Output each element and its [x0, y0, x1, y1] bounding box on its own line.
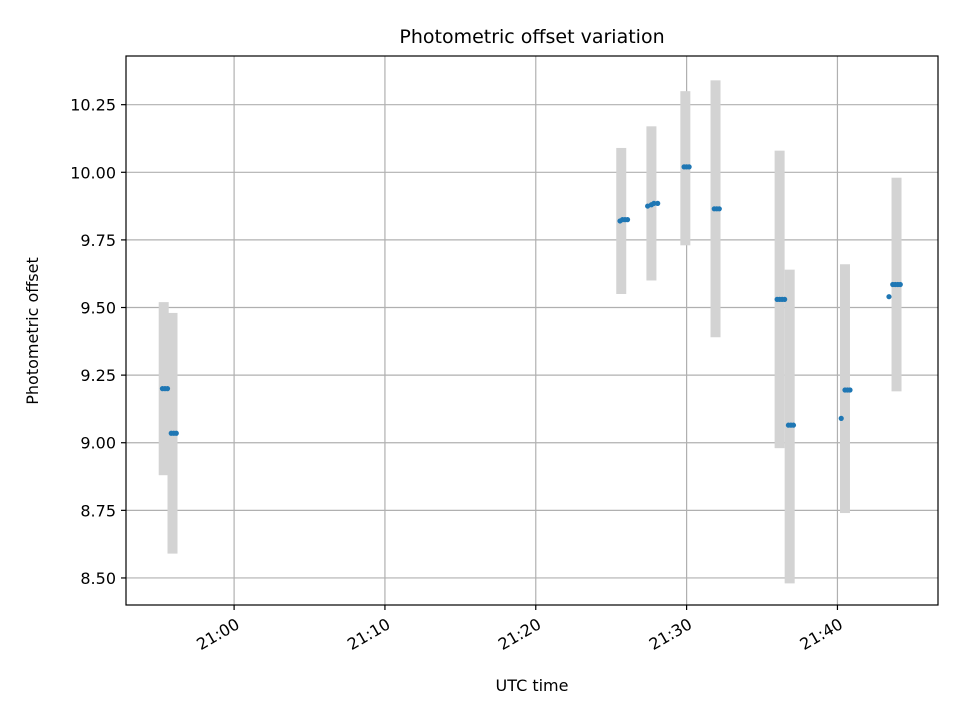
y-axis-label: Photometric offset — [23, 257, 42, 405]
data-point — [886, 294, 892, 300]
y-tick-label: 8.75 — [80, 501, 116, 520]
y-tick-label: 9.25 — [80, 366, 116, 385]
y-tick-label: 9.50 — [80, 299, 116, 318]
y-tick-label: 9.00 — [80, 434, 116, 453]
data-point — [782, 296, 788, 302]
y-axis-ticks: 8.50 8.75 9.00 9.25 9.50 9.75 10.00 10.25 — [70, 96, 126, 588]
data-point — [651, 200, 657, 206]
data-point — [655, 200, 661, 206]
data-point — [838, 415, 844, 421]
x-axis-label: UTC time — [496, 676, 569, 695]
y-tick-label: 8.50 — [80, 569, 116, 588]
data-point — [173, 430, 179, 436]
data-point — [164, 386, 171, 392]
y-tick-label: 9.75 — [80, 231, 116, 250]
data-points — [159, 164, 903, 436]
y-tick-label: 10.25 — [70, 96, 116, 115]
grid — [126, 56, 938, 605]
data-point — [790, 422, 797, 428]
data-point — [686, 164, 692, 170]
y-tick-label: 10.00 — [70, 163, 116, 182]
data-point — [624, 217, 631, 223]
data-point — [716, 206, 722, 212]
data-point — [847, 387, 853, 393]
data-point — [897, 281, 903, 288]
chart-title: Photometric offset variation — [399, 26, 664, 48]
plot-frame — [125, 55, 939, 606]
